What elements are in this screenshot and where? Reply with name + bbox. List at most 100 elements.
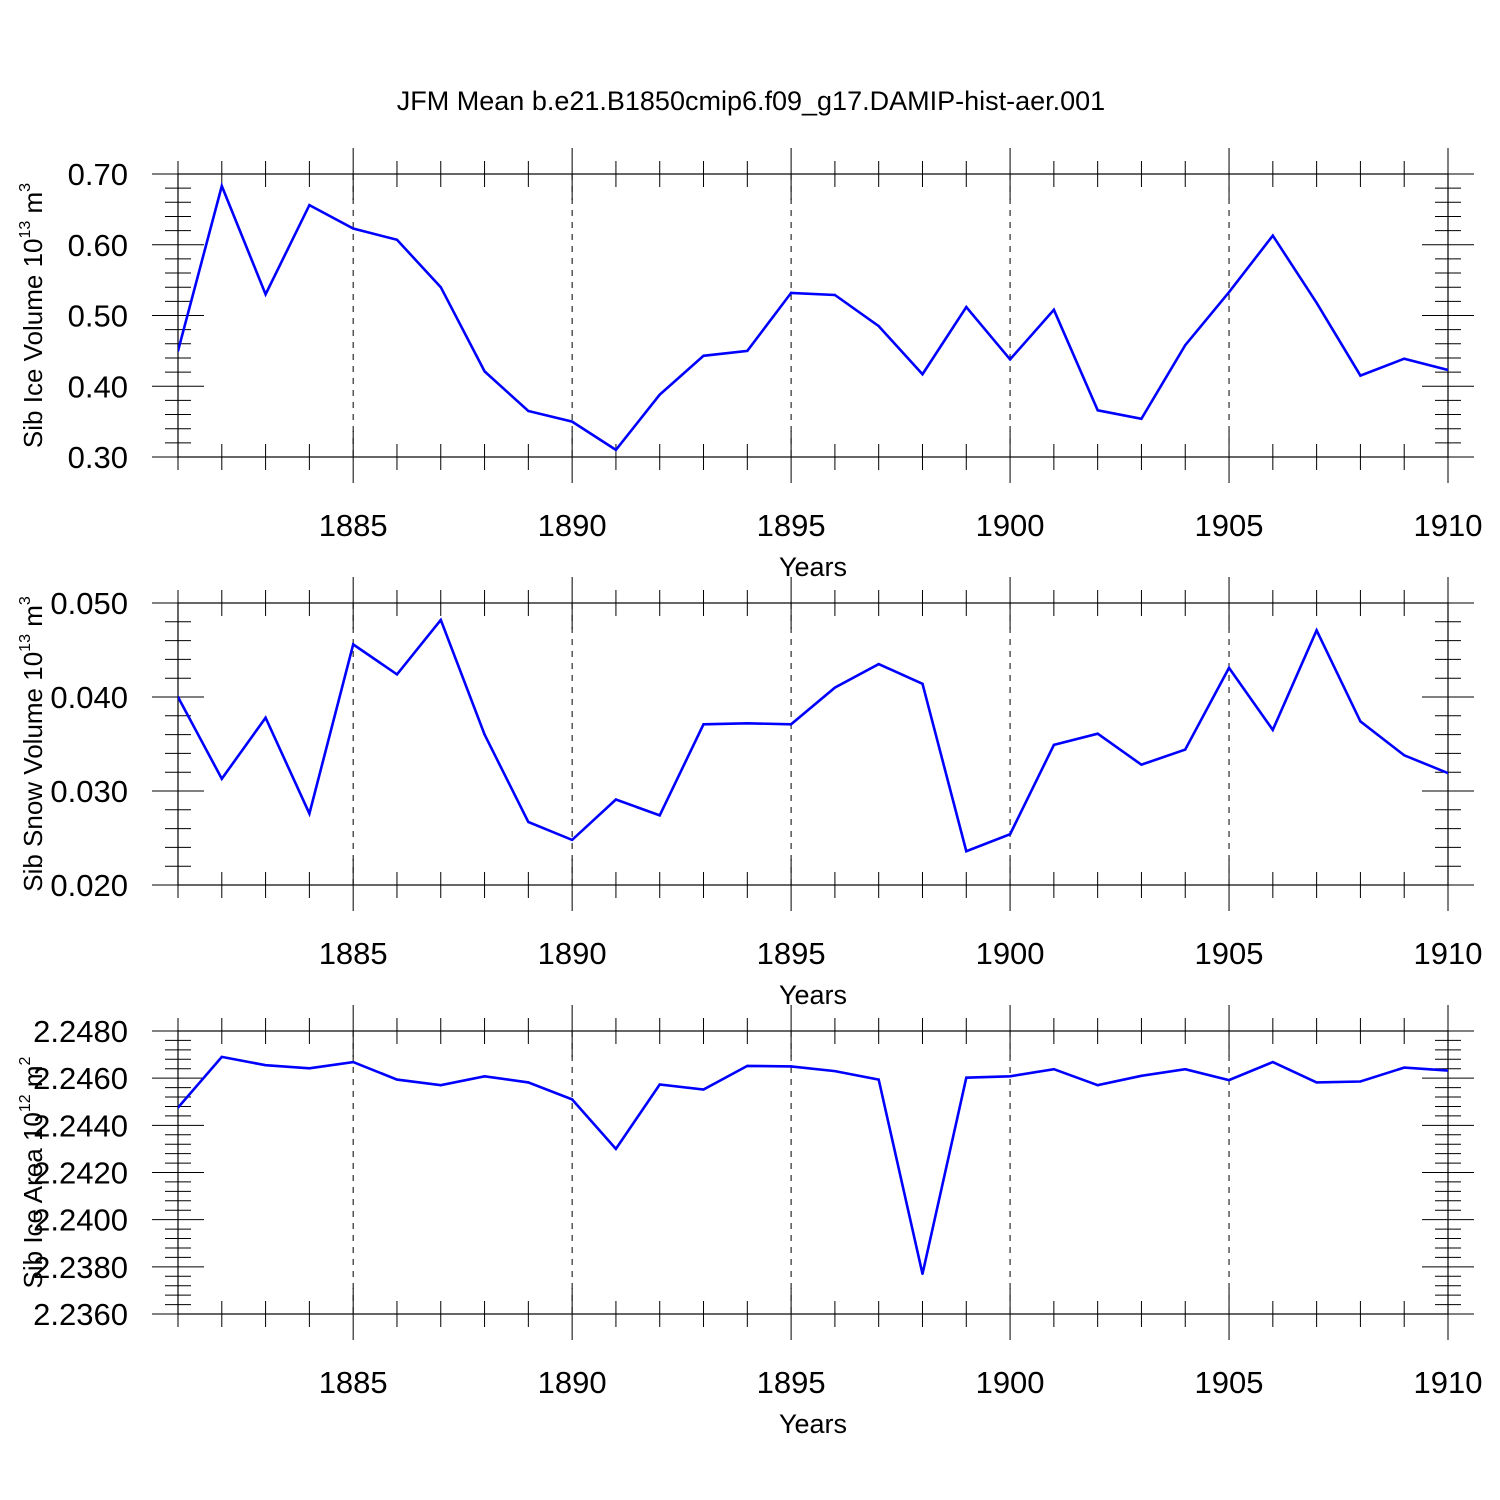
- data-point: [833, 686, 837, 689]
- data-point: [1271, 234, 1275, 237]
- data-point: [877, 324, 880, 328]
- data-point: [658, 1083, 661, 1086]
- data-point: [527, 1081, 530, 1084]
- data-point: [746, 349, 749, 353]
- y-axis-label-exponent: 13: [17, 634, 34, 652]
- y-tick-label: 0.040: [50, 680, 128, 715]
- data-point: [1359, 1080, 1362, 1083]
- y-axis-label-main: Sib Ice Volume 10: [18, 239, 48, 449]
- data-point: [1315, 629, 1318, 632]
- data-point: [1140, 763, 1143, 766]
- data-point: [877, 1078, 880, 1081]
- data-point: [921, 1272, 924, 1276]
- panels: 1885 1890 1895 1900 1905 1910 0.30 0.40 0.50 0.60…: [17, 148, 1482, 1439]
- y-tick-label: 2.2460: [33, 1061, 128, 1096]
- data-point: [351, 643, 355, 646]
- data-point: [527, 409, 530, 413]
- y-tick-label: 2.2400: [33, 1203, 128, 1238]
- x-tick-label: 1910: [1414, 1365, 1483, 1400]
- x-tick-label: 1885: [319, 936, 388, 971]
- data-point: [1315, 1081, 1318, 1084]
- x-axis-label: Years: [779, 552, 847, 582]
- data-point: [833, 293, 837, 297]
- data-point: [395, 238, 399, 241]
- data-point: [395, 1078, 399, 1081]
- data-point: [1096, 732, 1099, 735]
- data-point: [1052, 308, 1056, 312]
- y-tick-label: 2.2420: [33, 1156, 128, 1191]
- data-point: [308, 1067, 311, 1070]
- data-point: [308, 812, 311, 815]
- data-point: [1227, 290, 1231, 294]
- x-axis-label: Years: [779, 980, 847, 1010]
- y-axis-label: Sib Ice Volume 1013 m3: [17, 183, 48, 448]
- data-point: [1446, 771, 1448, 775]
- data-point: [1359, 374, 1362, 377]
- data-point: [220, 184, 223, 188]
- data-point: [1052, 743, 1056, 747]
- y-tick-label: 2.2480: [33, 1014, 128, 1049]
- data-point: [746, 722, 749, 725]
- data-point: [1096, 1084, 1099, 1087]
- data-point: [789, 1065, 793, 1068]
- y-tick-label: 0.60: [68, 228, 128, 263]
- data-point: [178, 695, 180, 699]
- x-tick-label: 1895: [757, 936, 826, 971]
- x-tick-label: 1885: [319, 508, 388, 543]
- x-tick-label: 1895: [757, 1365, 826, 1400]
- data-point: [921, 682, 924, 686]
- x-tick-label: 1905: [1195, 508, 1264, 543]
- data-point: [1008, 358, 1012, 361]
- data-point: [1184, 344, 1187, 347]
- y-tick-label: 0.40: [68, 369, 128, 404]
- data-point: [614, 798, 618, 801]
- data-point: [178, 349, 180, 353]
- x-tick-label: 1910: [1414, 508, 1483, 543]
- data-point: [1271, 728, 1275, 732]
- y-axis-label: Sib Ice Area 1012 m2: [17, 1056, 48, 1288]
- y-tick-label: 2.2380: [33, 1250, 128, 1285]
- data-point: [264, 716, 267, 719]
- data-point: [308, 203, 311, 207]
- y-tick-label: 2.2440: [33, 1108, 128, 1143]
- data-point: [1315, 301, 1318, 304]
- data-point: [789, 291, 793, 295]
- y-axis-label-unit-exponent: 3: [17, 183, 34, 192]
- x-tick-label: 1905: [1195, 936, 1264, 971]
- y-axis-label-unit: m: [18, 192, 48, 221]
- data-point: [1052, 1068, 1056, 1071]
- data-point: [1140, 1074, 1143, 1078]
- y-tick-label: 2.2360: [33, 1297, 128, 1332]
- y-tick-label: 0.70: [68, 157, 128, 192]
- data-point: [439, 618, 442, 622]
- data-point: [527, 820, 530, 824]
- data-point: [483, 1075, 486, 1078]
- x-tick-label: 1890: [538, 508, 607, 543]
- x-tick-label: 1910: [1414, 936, 1483, 971]
- x-tick-label: 1900: [976, 1365, 1045, 1400]
- y-axis-label-unit-exponent: 3: [17, 596, 34, 605]
- data-point: [789, 723, 793, 726]
- y-axis-label-exponent: 12: [17, 1094, 34, 1112]
- data-point: [178, 1106, 180, 1109]
- y-tick-label: 0.30: [68, 440, 128, 475]
- y-tick-label: 0.030: [50, 774, 128, 809]
- data-point: [702, 354, 705, 358]
- data-point: [921, 373, 924, 376]
- x-tick-label: 1890: [538, 936, 607, 971]
- data-point: [1184, 1068, 1187, 1071]
- data-point: [351, 1060, 355, 1064]
- y-tick-label: 0.050: [50, 586, 128, 621]
- figure-title: JFM Mean b.e21.B1850cmip6.f09_g17.DAMIP-…: [397, 86, 1105, 116]
- data-point: [570, 420, 574, 423]
- data-point: [351, 227, 355, 230]
- panel-2: 1885 1890 1895 1900 1905 1910 0.020 0.030 0.040 0…: [17, 577, 1482, 1010]
- data-point: [1008, 833, 1012, 836]
- series-line: [178, 1055, 1448, 1275]
- series-line: [178, 617, 1448, 853]
- data-point: [1446, 1069, 1448, 1072]
- y-axis-label: Sib Snow Volume 1013 m3: [17, 596, 48, 892]
- y-axis-label-main: Sib Ice Area 10: [18, 1112, 48, 1288]
- data-point: [965, 305, 968, 309]
- x-tick-label: 1895: [757, 508, 826, 543]
